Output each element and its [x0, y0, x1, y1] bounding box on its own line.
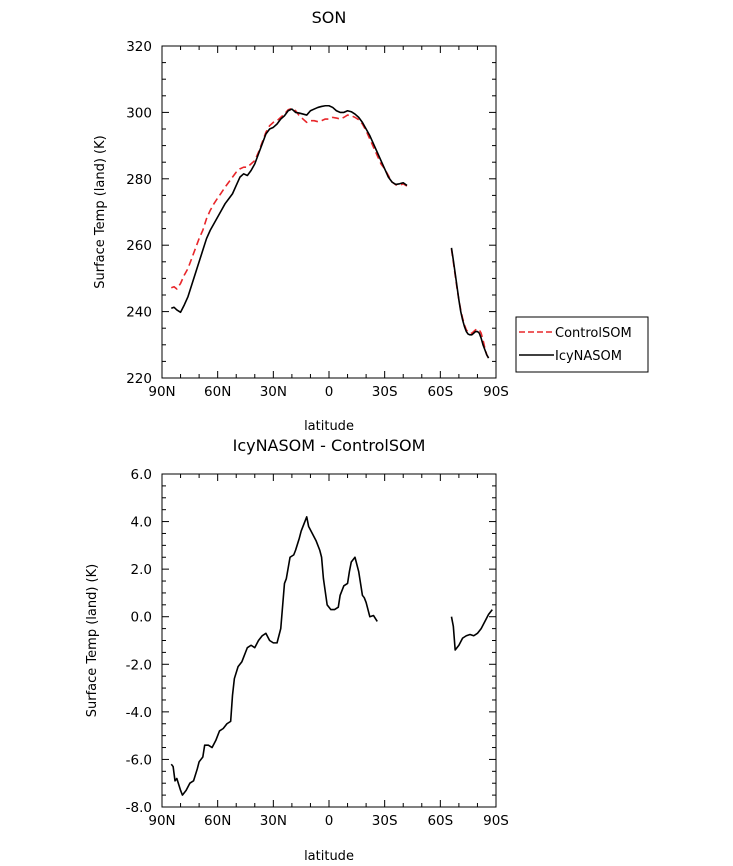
- x-tick-label: 30N: [260, 384, 287, 400]
- x-tick-label: 60N: [204, 384, 231, 400]
- x-tick-label: 60S: [427, 813, 453, 829]
- legend: ControlSOM IcyNASOM: [515, 316, 649, 373]
- x-tick-label: 90N: [148, 813, 175, 829]
- y-tick-label: 300: [126, 105, 152, 121]
- series-difference: [170, 516, 493, 796]
- x-tick-label: 90S: [483, 813, 509, 829]
- y-tick-label: 260: [126, 238, 152, 254]
- legend-label: ControlSOM: [555, 326, 632, 341]
- chart-title: SON: [312, 8, 347, 27]
- y-tick-label: 6.0: [131, 467, 152, 483]
- y-axis-label: Surface Temp (land) (K): [85, 564, 100, 717]
- x-tick-label: 0: [325, 813, 334, 829]
- x-tick-label: 30N: [260, 813, 287, 829]
- chart-title: IcyNASOM - ControlSOM: [233, 436, 426, 455]
- y-tick-label: -8.0: [126, 800, 152, 816]
- y-tick-label: 240: [126, 305, 152, 321]
- axis-ticks: [161, 473, 497, 808]
- y-tick-label: 320: [126, 39, 152, 55]
- y-tick-label: 4.0: [131, 515, 152, 531]
- series-line: [450, 609, 493, 651]
- x-tick-label: 0: [325, 384, 334, 400]
- x-tick-label: 60N: [204, 813, 231, 829]
- plot-frame: [161, 473, 497, 808]
- y-tick-label: -4.0: [126, 705, 152, 721]
- top-panel-son: 90N 60N 30N 0 30S 60S 90S 220 240 260 280 300 320 SON…: [93, 8, 649, 434]
- y-tick-label: 280: [126, 172, 152, 188]
- series-controlsom: [171, 107, 490, 359]
- x-tick-label: 30S: [372, 384, 398, 400]
- y-tick-label: 0.0: [131, 610, 152, 626]
- y-axis-label: Surface Temp (land) (K): [93, 135, 108, 288]
- x-tick-label: 60S: [427, 384, 453, 400]
- series-line: [170, 516, 378, 796]
- series-icynasom: [171, 104, 490, 359]
- legend-box: [515, 316, 649, 373]
- x-tick-label: 30S: [372, 813, 398, 829]
- series-line: [171, 107, 408, 290]
- series-line: [171, 104, 408, 314]
- y-tick-label: 220: [126, 371, 152, 387]
- x-axis-label: latitude: [304, 419, 354, 434]
- y-tick-label: -2.0: [126, 657, 152, 673]
- x-tick-label: 90N: [148, 384, 175, 400]
- bottom-panel-difference: 90N 60N 30N 0 30S 60S 90S -8.0 -6.0 -4.0 -2.0 0.0 2.…: [85, 436, 509, 864]
- series-line: [450, 249, 490, 359]
- plot-frame: [161, 45, 497, 379]
- x-axis-label: latitude: [304, 849, 354, 864]
- legend-label: IcyNASOM: [555, 349, 622, 364]
- y-tick-label: 2.0: [131, 562, 152, 578]
- axis-ticks: [161, 45, 497, 379]
- series-line: [450, 247, 490, 359]
- y-tick-label: -6.0: [126, 752, 152, 768]
- x-tick-label: 90S: [483, 384, 509, 400]
